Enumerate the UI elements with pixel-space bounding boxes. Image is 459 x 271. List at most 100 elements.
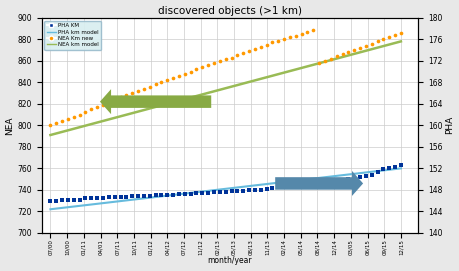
Point <box>163 78 171 82</box>
Point <box>186 69 194 74</box>
Point <box>315 61 322 65</box>
Point <box>379 167 386 172</box>
Point <box>251 47 258 51</box>
Point <box>338 52 346 56</box>
Point <box>47 123 54 127</box>
Point <box>82 196 89 201</box>
Point <box>239 189 246 193</box>
Point <box>169 76 176 80</box>
Point <box>320 59 328 63</box>
Point <box>268 186 275 190</box>
Point <box>326 180 334 185</box>
Point <box>93 196 101 201</box>
Point <box>175 192 182 196</box>
Point <box>216 190 223 194</box>
Title: discovered objects (>1 km): discovered objects (>1 km) <box>158 6 302 15</box>
Point <box>123 195 130 199</box>
Point <box>181 72 188 76</box>
Point <box>338 178 346 182</box>
Point <box>169 193 176 198</box>
Point <box>309 27 316 32</box>
Point <box>379 37 386 41</box>
Point <box>297 32 305 36</box>
Point <box>64 117 72 121</box>
Point <box>52 198 60 203</box>
Point <box>274 39 281 44</box>
Point <box>268 40 275 45</box>
Point <box>257 45 264 49</box>
Point <box>58 197 66 202</box>
Point <box>140 194 147 199</box>
Point <box>157 80 165 85</box>
Point <box>227 189 235 193</box>
Point <box>47 198 54 203</box>
Point <box>391 33 398 37</box>
Point <box>93 105 101 109</box>
Point <box>198 65 206 69</box>
Point <box>233 53 241 57</box>
Point <box>128 194 135 199</box>
Point <box>204 63 212 67</box>
Point <box>297 183 305 188</box>
Point <box>373 39 381 44</box>
Point <box>291 183 299 188</box>
Point <box>350 176 357 180</box>
Point <box>210 61 217 65</box>
Point <box>151 82 159 87</box>
Point <box>82 110 89 115</box>
Point <box>181 192 188 196</box>
Point <box>70 197 77 202</box>
Point <box>111 195 118 199</box>
Point <box>245 188 252 192</box>
Point <box>303 30 310 34</box>
Point <box>88 107 95 111</box>
Point <box>350 48 357 52</box>
Point <box>64 197 72 202</box>
Point <box>291 34 299 38</box>
Point <box>367 173 375 177</box>
Point <box>385 35 392 39</box>
Point <box>70 115 77 119</box>
Point <box>385 166 392 170</box>
Point <box>373 169 381 174</box>
Point <box>222 56 229 61</box>
Point <box>280 37 287 41</box>
Point <box>391 165 398 169</box>
Point <box>344 50 351 54</box>
Point <box>76 197 83 202</box>
Point <box>151 193 159 198</box>
Point <box>76 112 83 117</box>
Point <box>280 185 287 189</box>
Point <box>186 192 194 196</box>
Point <box>117 195 124 199</box>
Point <box>285 183 293 188</box>
Point <box>251 188 258 192</box>
Point <box>320 181 328 186</box>
Point <box>361 44 369 48</box>
Point <box>140 86 147 91</box>
Point <box>99 103 106 107</box>
Point <box>315 181 322 186</box>
Point <box>111 97 118 102</box>
Point <box>192 191 200 195</box>
Point <box>239 51 246 55</box>
Point <box>134 89 141 93</box>
Point <box>134 194 141 199</box>
Legend: PHA KM, PHA km model, NEA Km new, NEA km model: PHA KM, PHA km model, NEA Km new, NEA km… <box>45 21 101 50</box>
Point <box>216 59 223 63</box>
Point <box>192 67 200 72</box>
Point <box>309 182 316 187</box>
Point <box>52 121 60 125</box>
Point <box>123 93 130 97</box>
Y-axis label: NEA: NEA <box>6 116 15 135</box>
Y-axis label: PHA: PHA <box>444 116 453 134</box>
Point <box>303 182 310 187</box>
Point <box>274 185 281 189</box>
Point <box>397 31 404 35</box>
Point <box>245 49 252 53</box>
Point <box>263 187 270 191</box>
Point <box>157 193 165 198</box>
Point <box>257 188 264 192</box>
Point <box>227 55 235 60</box>
Point <box>146 194 153 199</box>
